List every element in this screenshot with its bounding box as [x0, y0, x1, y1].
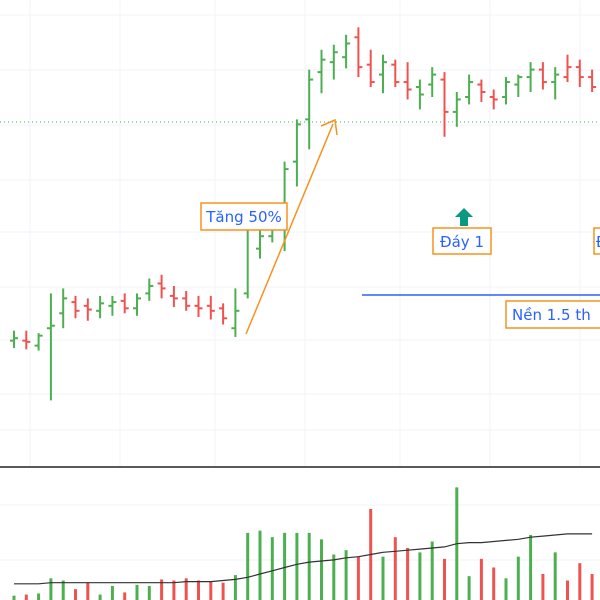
grid-lines	[0, 0, 600, 561]
rise-annotation[interactable]: Tăng 50%	[200, 118, 338, 335]
ohlc-bar	[329, 44, 338, 80]
ohlc-bar	[22, 330, 31, 350]
ohlc-bar	[551, 67, 560, 100]
ohlc-bar	[403, 62, 412, 100]
ohlc-bar	[219, 303, 228, 325]
volume-bars	[12, 487, 594, 600]
ohlc-bar	[10, 330, 18, 349]
ohlc-bar	[391, 59, 400, 88]
ohlc-bar	[428, 67, 437, 97]
bottom1-annotation[interactable]: Đáy 1	[432, 208, 492, 255]
ohlc-bar	[317, 49, 326, 94]
bottom1-label: Đáy 1	[440, 233, 484, 251]
ohlc-bar	[305, 69, 314, 150]
ohlc-bar	[83, 298, 92, 321]
ohlc-bar	[157, 274, 166, 299]
base-annotation[interactable]: Nền 1.5 th	[362, 294, 600, 329]
ohlc-bar	[59, 288, 68, 329]
ohlc-bar	[182, 290, 191, 311]
ohlc-bar	[588, 69, 597, 92]
ohlc-bar	[133, 293, 141, 316]
up-arrow-icon	[455, 208, 473, 226]
base-label-box	[505, 300, 600, 329]
base-label: Nền 1.5 th	[512, 306, 591, 324]
rise-arrow-head-icon	[320, 118, 338, 136]
price-bars	[10, 27, 597, 401]
ohlc-bar	[440, 72, 449, 137]
ohlc-bar	[46, 293, 55, 401]
right-label: Đ	[596, 233, 600, 251]
ohlc-bar	[477, 79, 486, 102]
ohlc-bar	[342, 34, 351, 69]
ohlc-bar	[71, 295, 80, 319]
ohlc-bar	[526, 62, 535, 92]
ohlc-bar	[145, 278, 154, 301]
rise-label-box	[200, 202, 288, 231]
ohlc-bar	[96, 295, 105, 319]
ohlc-bar	[108, 295, 117, 316]
ohlc-bar	[206, 295, 215, 320]
rise-arrow-line	[245, 123, 334, 335]
ohlc-bar	[575, 59, 584, 88]
ohlc-bar	[292, 119, 301, 187]
rise-label: Tăng 50%	[205, 208, 282, 226]
ohlc-bar	[354, 27, 363, 78]
volume-moving-average-line	[14, 533, 593, 585]
ohlc-bar	[502, 77, 510, 105]
right-annotation[interactable]: Đ	[593, 227, 600, 255]
ohlc-bar	[415, 79, 424, 110]
ohlc-bar	[489, 89, 498, 110]
ohlc-bar	[538, 62, 547, 90]
ohlc-bar	[452, 92, 461, 127]
ohlc-bar	[366, 49, 375, 88]
ohlc-bar	[120, 293, 129, 314]
ohlc-bar	[169, 285, 178, 308]
right-label-box	[593, 227, 600, 255]
bottom1-label-box	[432, 227, 492, 255]
ohlc-bar	[563, 54, 572, 83]
ohlc-bar	[34, 333, 43, 351]
ohlc-bar	[514, 74, 523, 97]
ohlc-bar	[194, 295, 203, 318]
ohlc-bar	[465, 74, 474, 105]
ohlc-bar	[231, 288, 240, 337]
ohlc-bar	[379, 54, 387, 94]
